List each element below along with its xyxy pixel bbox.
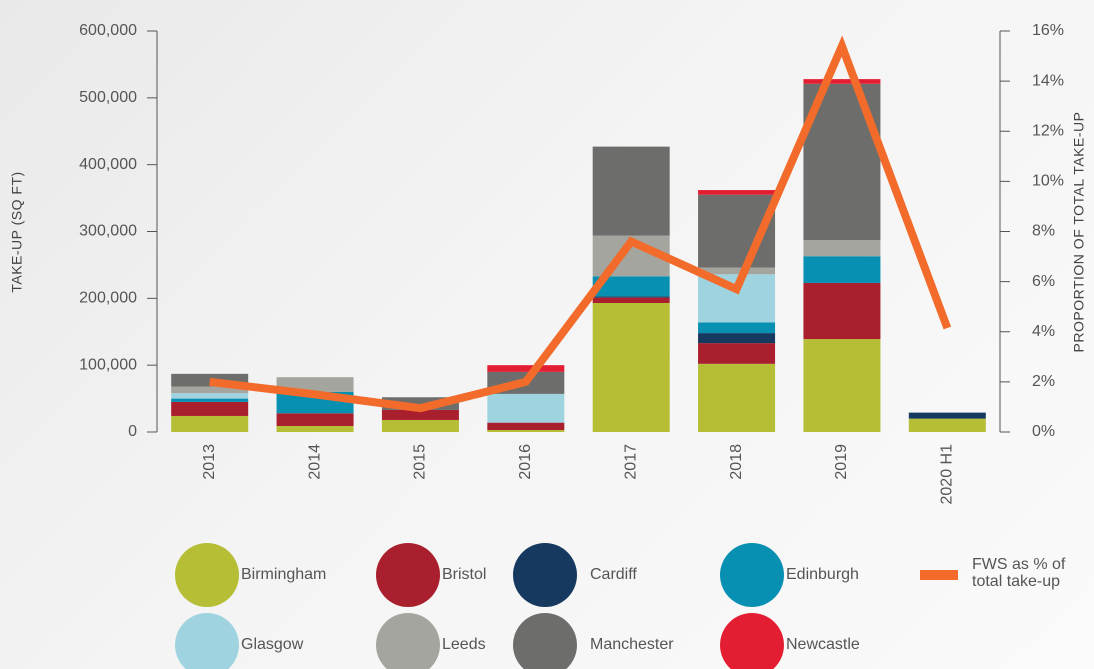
y-tick-label: 400,000: [79, 156, 137, 173]
y2-tick-label: 8%: [1032, 223, 1055, 240]
bar-segment: [592, 146, 670, 236]
bar-segment: [487, 429, 565, 432]
legend-swatch: [376, 543, 440, 607]
bar-segment: [698, 363, 776, 432]
x-tick-label: 2016: [517, 444, 534, 480]
bar-segment: [803, 282, 881, 340]
legend-label: Glasgow: [241, 636, 304, 653]
bar-segment: [171, 393, 249, 399]
bar-segment: [803, 240, 881, 257]
bar-segment: [698, 343, 776, 364]
y2-tick-label: 16%: [1032, 22, 1064, 39]
legend-swatch: [513, 613, 577, 669]
legend-swatch: [175, 543, 239, 607]
y2-tick-label: 6%: [1032, 273, 1055, 290]
y2-tick-label: 14%: [1032, 72, 1064, 89]
x-tick-label: 2018: [728, 444, 745, 480]
legend-label: Leeds: [442, 636, 486, 653]
legend-swatch: [720, 613, 784, 669]
bar-segment: [803, 339, 881, 432]
x-tick-label: 2013: [201, 444, 218, 480]
bar-segment: [381, 409, 459, 420]
bar-segment: [698, 333, 776, 344]
legend-label: FWS as % of total take-up: [972, 556, 1066, 590]
legend-swatch: [720, 543, 784, 607]
bar-segment: [698, 190, 776, 195]
bar-segment: [487, 393, 565, 423]
y2-tick-label: 0%: [1032, 423, 1055, 440]
bar-segment: [276, 413, 354, 426]
bar-segment: [803, 256, 881, 283]
y2-tick-label: 10%: [1032, 173, 1064, 190]
legend-swatch: [920, 570, 958, 580]
legend-swatch: [175, 613, 239, 669]
legend-label: Bristol: [442, 566, 486, 583]
bar-segment: [487, 422, 565, 430]
bar-segment: [908, 418, 986, 432]
y2-tick-label: 4%: [1032, 323, 1055, 340]
y-axis-title: TAKE-UP (SQ FT): [9, 171, 25, 292]
legend-label: Edinburgh: [786, 566, 859, 583]
x-tick-label: 2015: [412, 444, 429, 480]
y2-tick-label: 2%: [1032, 373, 1055, 390]
x-tick-label: 2014: [306, 444, 323, 480]
bar-segment: [171, 398, 249, 402]
y-tick-label: 600,000: [79, 22, 137, 39]
bar-segment: [592, 297, 670, 304]
y2-tick-label: 12%: [1032, 122, 1064, 139]
y2-axis-title: PROPORTION OF TOTAL TAKE-UP: [1071, 112, 1087, 353]
legend-label: Newcastle: [786, 636, 860, 653]
x-tick-label: 2020 H1: [939, 444, 956, 505]
legend-swatch: [376, 613, 440, 669]
bar-segment: [698, 267, 776, 275]
bar-segment: [171, 415, 249, 432]
x-tick-label: 2019: [833, 444, 850, 480]
bar-segment: [276, 425, 354, 432]
y-tick-label: 300,000: [79, 223, 137, 240]
legend-label: Cardiff: [590, 566, 637, 583]
bar-segment: [592, 303, 670, 432]
bar-segment: [381, 419, 459, 432]
bar-segment: [487, 365, 565, 372]
bar-segment: [803, 79, 881, 84]
bar-segment: [171, 401, 249, 416]
bar-segment: [592, 296, 670, 298]
y-tick-label: 200,000: [79, 290, 137, 307]
y-tick-label: 100,000: [79, 356, 137, 373]
y-tick-label: 0: [128, 423, 137, 440]
legend-label: Birmingham: [241, 566, 326, 583]
line-series: [209, 35, 952, 413]
bar-segment: [592, 276, 670, 297]
bar-segment: [171, 386, 249, 394]
bar-segment: [908, 412, 986, 419]
bar-segment: [698, 322, 776, 334]
y-tick-label: 500,000: [79, 89, 137, 106]
legend-swatch: [513, 543, 577, 607]
x-tick-label: 2017: [622, 444, 639, 480]
legend-label: Manchester: [590, 636, 674, 653]
